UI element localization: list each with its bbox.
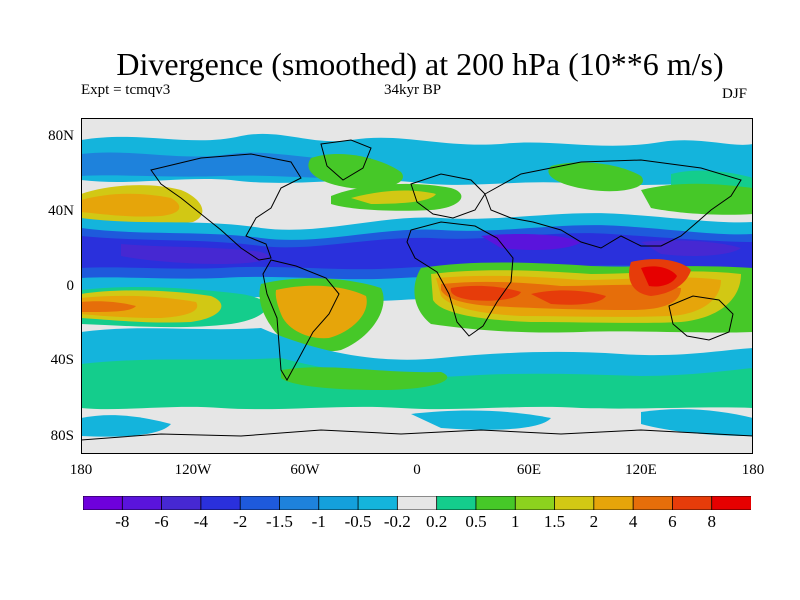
contour-spac-orange — [81, 295, 198, 318]
colorbar-swatch-11 — [514, 496, 556, 510]
colorbar-label-2: -4 — [193, 512, 208, 531]
coast-asia — [484, 159, 742, 249]
contour-south-green2 — [281, 367, 448, 390]
contour-spac-darkorange — [81, 301, 136, 312]
colorbar-label-11: 1.5 — [543, 512, 566, 531]
lon-label-120w: 120W — [174, 462, 212, 478]
contour-sam-orange — [275, 285, 367, 339]
coast-africa — [406, 221, 514, 337]
coast-south-america — [262, 259, 340, 382]
colorbar — [83, 496, 751, 510]
lon-label-180w: 180 — [69, 462, 93, 478]
chart-title: Divergence (smoothed) at 200 hPa (10**6 … — [116, 46, 724, 82]
lon-label-180e: 180 — [741, 462, 765, 478]
contour-band-purple2 — [481, 234, 581, 250]
coastlines — [81, 139, 753, 441]
contour-north-green2 — [548, 162, 643, 192]
colorbar-swatch-5 — [279, 496, 320, 510]
contour-ant-cyan2 — [411, 410, 551, 430]
colorbar-swatch-9 — [436, 496, 477, 510]
colorbar-swatch-16 — [711, 496, 751, 510]
colorbar-label-13: 4 — [628, 512, 638, 531]
lat-label-80s: 80S — [50, 428, 74, 444]
lat-label-80n: 80N — [48, 128, 74, 144]
lon-label-60e: 60E — [516, 462, 542, 478]
colorbar-swatch-7 — [357, 496, 399, 510]
lat-label-40n: 40N — [48, 203, 74, 219]
colorbar-label-1: -6 — [154, 512, 169, 531]
colorbar-label-9: 0.5 — [465, 512, 487, 531]
colorbar-label-3: -2 — [233, 512, 248, 531]
map-frame — [81, 118, 753, 454]
lat-label-40s: 40S — [50, 352, 74, 368]
colorbar-swatch-4 — [239, 496, 281, 510]
lon-label-120e: 120E — [625, 462, 657, 478]
period-label: 34kyr BP — [384, 82, 442, 98]
coast-europe — [410, 173, 486, 219]
colorbar-label-5: -1 — [311, 512, 326, 531]
colorbar-label-12: 2 — [589, 512, 599, 531]
colorbar-label-0: -8 — [115, 512, 130, 531]
lat-label-0: 0 — [66, 278, 75, 294]
colorbar-label-14: 6 — [668, 512, 677, 531]
colorbar-label-8: 0.2 — [426, 512, 448, 531]
contour-ant-cyan3 — [641, 409, 753, 436]
divergence-map — [81, 118, 753, 454]
lon-label-0: 0 — [413, 462, 421, 478]
contour-africa-red — [450, 285, 521, 301]
contour-io-red — [531, 290, 606, 305]
colorbar-swatch-8 — [396, 496, 438, 510]
colorbar-swatch-15 — [672, 496, 713, 510]
colorbar-label-10: 1 — [510, 512, 520, 531]
contour-ant-cyan1 — [81, 415, 171, 437]
colorbar-swatch-13 — [593, 496, 635, 510]
contour-mc-darkred — [641, 266, 677, 287]
contour-band-purple3 — [641, 240, 741, 256]
coast-antarctica — [81, 429, 753, 441]
contour-npac-orange — [81, 193, 180, 217]
colorbar-swatch-3 — [200, 496, 242, 510]
coast-greenland — [320, 139, 372, 181]
contour-band-purple — [121, 244, 269, 264]
coast-north-america — [150, 153, 302, 261]
colorbar-swatch-12 — [554, 496, 595, 510]
coast-australia — [668, 295, 734, 341]
colorbar-swatch-10 — [475, 496, 517, 510]
contour-north-green — [308, 153, 403, 190]
contour-north-blue — [81, 152, 371, 179]
lon-label-60w: 60W — [290, 462, 320, 478]
season-label: DJF — [722, 86, 748, 102]
colorbar-swatch-2 — [161, 496, 202, 510]
contour-asia-green — [641, 183, 753, 215]
experiment-label: Expt = tcmqv3 — [81, 82, 171, 98]
colorbar-swatch-14 — [632, 496, 674, 510]
colorbar-label-15: 8 — [707, 512, 716, 531]
colorbar-label-4: -1.5 — [266, 512, 293, 531]
colorbar-swatch-1 — [121, 496, 163, 510]
colorbar-swatch-0 — [83, 496, 124, 510]
colorbar-label-7: -0.2 — [383, 512, 411, 531]
colorbar-label-6: -0.5 — [344, 512, 372, 531]
colorbar-swatch-6 — [318, 496, 359, 510]
